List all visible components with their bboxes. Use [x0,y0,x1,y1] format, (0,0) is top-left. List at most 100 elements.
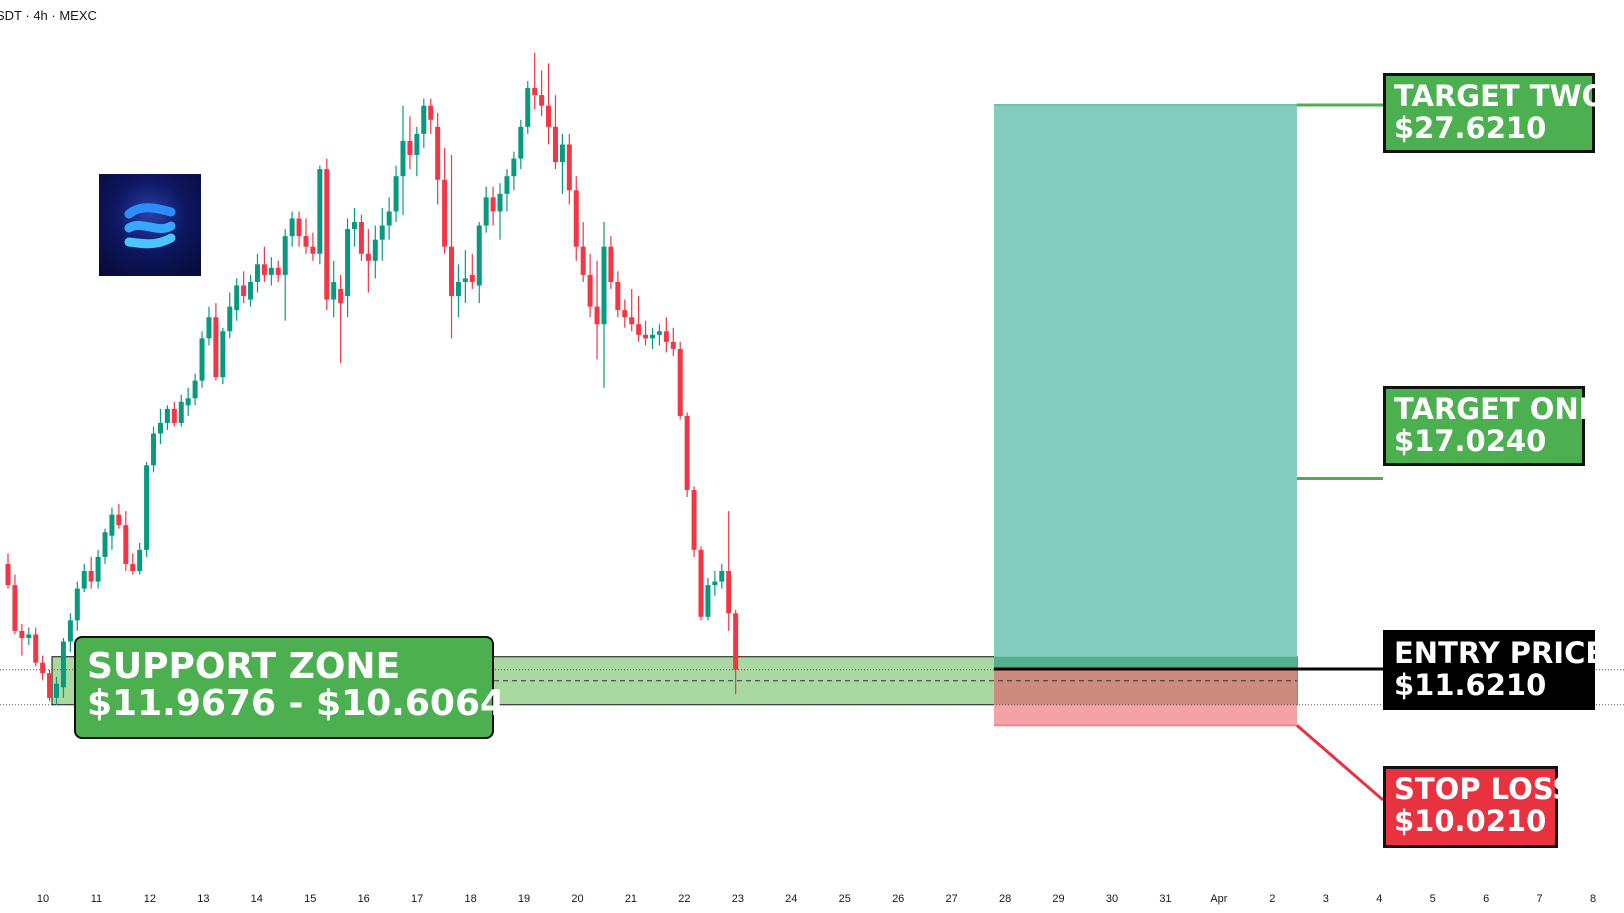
candle-body [532,88,538,96]
x-tick-label: 28 [999,893,1011,905]
candle-body [663,331,669,342]
candle-body [455,281,461,297]
candle-body [178,401,184,423]
x-tick-label: 16 [358,893,370,905]
x-tick-label: 25 [839,893,851,905]
target-one-price: $17.0240 [1394,424,1547,458]
candle-body [684,415,690,490]
candle-body [338,289,344,304]
candle-body [552,126,558,163]
entry-price-label: ENTRY PRICE $11.6210 [1383,630,1605,710]
x-tick-label: 11 [91,893,102,905]
candle-body [123,525,129,564]
candle-body [26,634,32,638]
candle-body [643,334,649,339]
candle-body [497,193,503,212]
candle-body [81,571,87,589]
candle-body [310,246,316,254]
candle-body [144,465,150,550]
candle-body [213,317,219,378]
candle-body [442,179,448,247]
candle-body [275,267,281,275]
x-tick-label: 14 [251,893,263,905]
x-tick-label: 10 [37,893,49,905]
x-tick-label: 12 [144,893,156,905]
candle-body [428,105,434,120]
candle-body [615,281,621,311]
candle-body [317,169,323,254]
target-two-label: TARGET TWO $27.6210 [1383,73,1606,153]
candle-body [449,246,455,297]
candle-body [587,274,593,307]
candle-body [268,267,274,275]
candle-body [670,341,676,349]
candle-body [712,581,718,586]
candle-body [414,133,420,156]
candle-body [601,246,607,325]
candle-body [248,281,254,300]
entry-price-value: $11.6210 [1394,668,1547,702]
stop-loss-connector [1296,724,1384,802]
x-tick-label: 17 [411,893,423,905]
candle-body [102,532,108,557]
candle-body [324,169,330,300]
x-tick-label: 24 [785,893,797,905]
candle-body [40,662,46,674]
candle-body [559,144,565,163]
candle-body [331,281,337,300]
candle-body [206,317,212,339]
candle-body [289,218,295,237]
candle-body [47,673,53,698]
candle-body [192,380,198,399]
candle-body [185,398,191,406]
candle-body [151,433,157,466]
support-zone-range: $11.9676 - $10.6064 [87,683,506,724]
candle-body [719,571,725,582]
candle-body [116,514,122,526]
candle-body [733,613,739,670]
candle-body [629,317,635,325]
x-tick-label: 3 [1323,893,1329,905]
candle-body [691,489,697,550]
target-one-label: TARGET ONE $17.0240 [1383,386,1599,466]
candle-body [241,285,247,297]
candle-body [33,634,39,663]
candle-body [677,348,683,416]
x-tick-label: 30 [1106,893,1118,905]
candle-body [12,585,18,631]
candle-body [137,549,143,571]
candle-body [511,158,517,177]
candle-body [580,246,586,275]
chart-symbol-header: SDT · 4h · MEXC [0,8,97,23]
candle-body [74,588,80,621]
candle-body [130,563,136,571]
candle-body [199,338,205,381]
brand-logo-icon [99,174,201,276]
target-one-title: TARGET ONE [1394,392,1599,426]
candle-body [525,88,531,127]
candle-body [345,229,351,297]
candle-body [164,408,170,423]
candle-body [476,225,482,286]
x-tick-label: 2 [1269,893,1275,905]
stop-loss-title: STOP LOSS [1394,772,1574,806]
candle-body [435,126,441,180]
x-tick-label: 23 [732,893,744,905]
candle-body [282,236,288,275]
candle-body [261,264,267,275]
candle-body [622,310,628,318]
candle-body [636,324,642,335]
candle-body [352,222,357,230]
stop-loss-price: $10.0210 [1394,804,1547,838]
x-tick-label: 21 [625,893,637,905]
x-tick-label: 5 [1430,893,1436,905]
candle-body [393,176,399,212]
candle-body [705,585,711,617]
candle-body [462,278,468,282]
candle-body [358,222,364,254]
candle-body [254,264,260,282]
support-zone-label: SUPPORT ZONE $11.9676 - $10.6064 [74,636,506,739]
x-tick-label: 27 [946,893,958,905]
candle-body [386,211,392,226]
candle-body [726,571,732,614]
